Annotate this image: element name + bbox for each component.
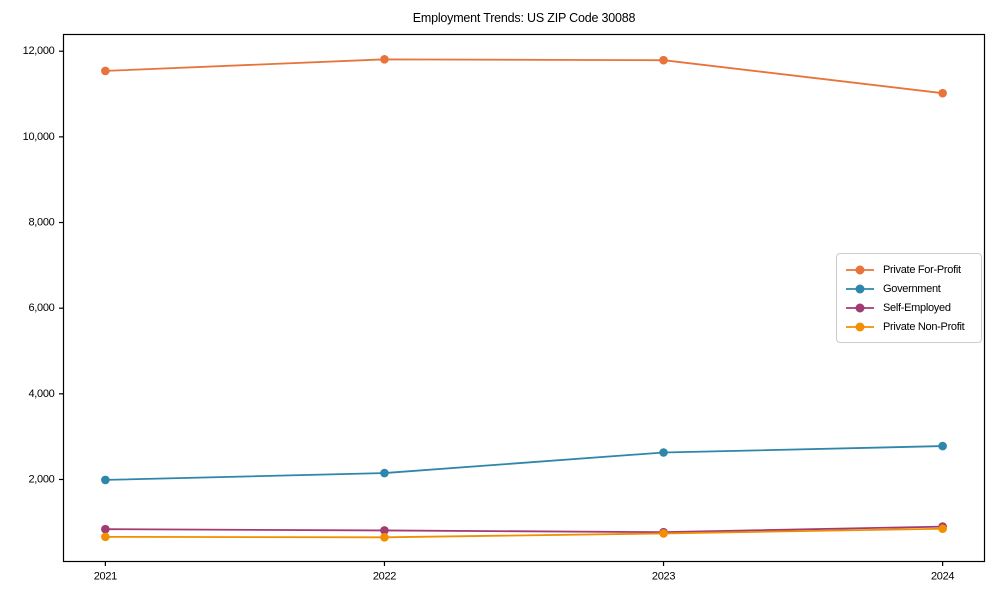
legend-item-government: Government — [845, 280, 973, 297]
data-point-government-2023 — [659, 448, 668, 457]
data-point-private-non-profit-2022 — [380, 533, 389, 542]
legend-item-private-for-profit: Private For-Profit — [845, 261, 973, 278]
series-line-government — [104, 445, 944, 481]
legend-label: Private Non-Profit — [883, 320, 965, 333]
data-point-private-for-profit-2024 — [938, 88, 947, 98]
data-point-private-non-profit-2024 — [938, 524, 947, 534]
series-line-self-employed — [104, 525, 944, 534]
data-point-private-non-profit-2023 — [659, 529, 668, 538]
legend-label: Self-Employed — [883, 301, 951, 314]
y-axis-tick-label: 6,000 — [28, 302, 54, 314]
plot-border — [62, 33, 986, 563]
series-government — [101, 441, 947, 485]
series-line-private-for-profit — [104, 58, 944, 95]
data-point-private-for-profit-2023 — [659, 55, 668, 65]
data-point-government-2021 — [101, 475, 110, 485]
x-axis-tick-label: 2022 — [373, 571, 396, 583]
data-point-private-non-profit-2021 — [101, 532, 110, 542]
x-axis-tick-label: 2023 — [652, 571, 675, 583]
series-line-private-non-profit — [104, 527, 944, 539]
legend-marker-icon — [846, 284, 874, 293]
y-axis-tick-label: 2,000 — [28, 473, 54, 485]
legend: Private For-Profit Government Self-Employe… — [836, 253, 982, 343]
legend-marker-icon — [846, 322, 874, 331]
legend-item-self-employed: Self-Employed — [845, 299, 973, 316]
legend-marker-dot — [855, 303, 865, 312]
data-point-private-for-profit-2021 — [101, 66, 110, 76]
legend-marker-icon — [846, 303, 874, 312]
y-axis-tick-label: 8,000 — [28, 217, 54, 229]
legend-label: Private For-Profit — [883, 263, 961, 276]
y-axis-tick-label: 12,000 — [23, 45, 55, 57]
series-self-employed — [101, 522, 947, 537]
y-axis-tick-label: 10,000 — [23, 131, 55, 143]
data-point-self-employed-2022 — [380, 526, 389, 535]
legend-marker-icon — [846, 265, 874, 274]
x-axis-tick-label: 2021 — [94, 571, 117, 583]
legend-marker-dot — [855, 322, 865, 331]
chart-title: Employment Trends: US ZIP Code 30088 — [412, 11, 636, 25]
series-private-for-profit — [101, 55, 947, 98]
data-point-self-employed-2021 — [101, 524, 110, 534]
data-point-private-for-profit-2022 — [380, 55, 389, 64]
x-axis-tick-label: 2024 — [931, 571, 954, 583]
data-point-government-2024 — [938, 441, 947, 451]
y-axis-tick-label: 4,000 — [28, 388, 54, 400]
x-axis: 2021 2022 2023 2024 — [94, 561, 955, 583]
y-axis: 2,000 4,000 6,000 8,000 10,000 12,000 — [23, 45, 64, 485]
legend-marker-dot — [855, 265, 865, 274]
data-point-government-2022 — [380, 468, 389, 478]
legend-marker-dot — [855, 284, 865, 293]
legend-label: Government — [883, 282, 941, 295]
series-private-non-profit — [101, 524, 947, 542]
legend-item-private-non-profit: Private Non-Profit — [845, 318, 973, 335]
